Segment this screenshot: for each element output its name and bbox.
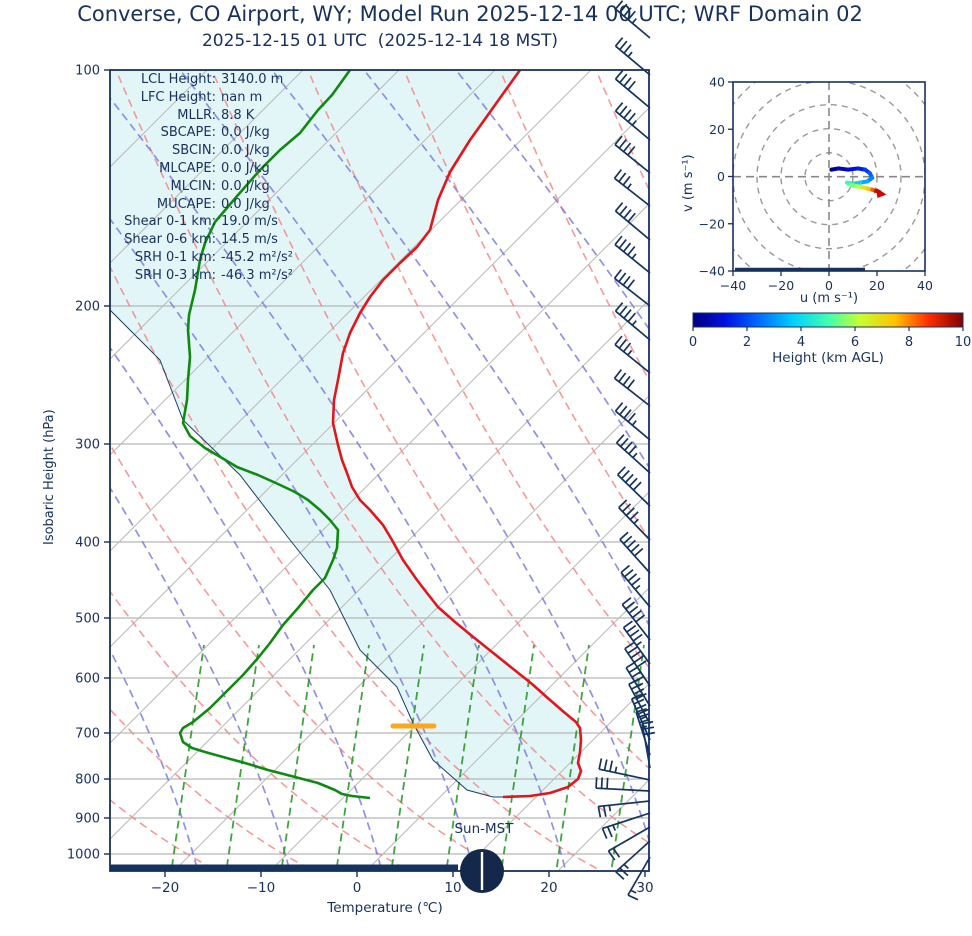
hodograph-u-tick-label: 20 [869,278,885,293]
surface-bar [110,864,458,872]
hodograph-u-tick-label: −40 [720,278,746,293]
hodograph-u-tick-label: 0 [825,278,833,293]
colorbar-label: Height (km AGL) [772,350,884,366]
pressure-tick-label: 800 [75,773,100,788]
dewpoint-curve [178,70,371,800]
index-row: SRH 0-1 km: -45.2 m²/s² [134,249,294,265]
hodograph-u-tick-label: −20 [768,278,794,293]
indices-panel: LCL Height: 3140.0 m LFC Height: nan m MLL… [104,71,293,285]
pressure-tick-label: 600 [75,672,100,687]
index-row: Shear 0-1 km: 19.0 m/s [124,214,278,230]
pressure-axis-label: Isobaric Height (hPa) [42,409,57,545]
hodograph-v-tick-label: 0 [717,169,725,184]
temperature-tick-label: 30 [636,880,653,896]
colorbar-tick-label: 4 [797,335,805,350]
index-row: MUCAPE: 0.0 J/kg [156,196,270,212]
index-row: Shear 0-6 km: 14.5 m/s [124,232,278,248]
colorbar-gradient [692,312,964,328]
page-title: Converse, CO Airport, WY; Model Run 2025… [77,2,863,26]
colorbar-tick-label: 2 [743,335,751,350]
shaded-region [110,70,581,797]
hodograph-panel: −40 −20 0 20 40 40 20 0 −20 −40 [699,75,933,294]
hodograph-u-axis-label: u (m s⁻¹) [799,291,859,306]
temperature-tick-label: −20 [151,880,180,896]
temperature-tick-label: 20 [540,880,557,896]
hodograph-v-tick-label: 40 [709,75,725,90]
index-row: MLCAPE: 0.0 J/kg [159,160,270,176]
hodograph-v-tick-label: 20 [709,122,725,137]
wind-barb-column [595,0,656,901]
colorbar-tick-label: 0 [689,335,697,350]
index-row: MLLR: 8.8 K [177,107,255,123]
temperature-curve [331,70,583,799]
pressure-tick-label: 400 [75,536,100,551]
pressure-tick-label: 100 [75,64,100,79]
colorbar-tick-label: 10 [955,335,972,350]
pressure-tick-label: 1000 [67,848,100,863]
index-row: MLCIN: 0.0 J/kg [170,178,270,194]
temperature-tick-label: −10 [247,880,276,896]
index-row: LFC Height: nan m [140,89,263,105]
pressure-tick-label: 700 [75,727,100,742]
skewt-panel: 100 200 300 400 500 600 700 800 900 1000 −20 −10 0 10… [67,0,656,901]
temperature-tick-label: 0 [353,880,362,896]
index-row: SRH 0-3 km: -46.3 m²/s² [134,267,294,283]
pressure-tick-label: 300 [75,438,100,453]
pressure-tick-label: 900 [75,812,100,827]
hodograph-u-tick-label: 40 [917,278,933,293]
hodograph-trace-arrowhead [876,188,887,199]
sun-position-label: Sun-MST [454,821,514,837]
index-row: LCL Height: 3140.0 m [140,72,284,87]
colorbar-tick-label: 8 [905,335,913,350]
colorbar-tick-label: 6 [851,335,859,350]
temperature-axis-label: Temperature (℃) [327,900,443,916]
index-row: SBCAPE: 0.0 J/kg [160,125,270,141]
plot-subtitle: 2025-12-15 01 UTC (2025-12-14 18 MST) [201,31,559,51]
colorbar: 0 2 4 6 8 10 [689,312,972,350]
hodograph-v-tick-label: −40 [699,264,725,279]
index-row: SBCIN: 0.0 J/kg [172,143,270,159]
temperature-tick-label: 10 [444,880,461,896]
hodograph-v-axis-label: v (m s⁻¹) [681,154,696,212]
hodograph-v-tick-label: −20 [699,216,725,231]
pressure-tick-label: 200 [75,300,100,315]
hodograph-range-ring [756,103,902,250]
pressure-tick-label: 500 [75,612,100,627]
